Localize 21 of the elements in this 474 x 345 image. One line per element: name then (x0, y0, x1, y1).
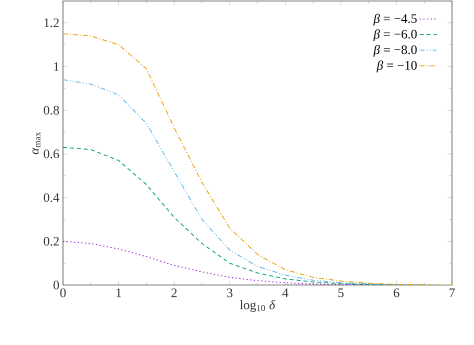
x-tick-label: 6 (394, 288, 400, 298)
x-tick-label: 5 (338, 288, 344, 298)
legend-label: β = −8.0 (373, 44, 417, 57)
y-tick-label: 1.2 (44, 18, 59, 28)
x-tick-label: 4 (282, 288, 288, 298)
y-axis-title: α$_{max}$ (32, 132, 40, 154)
y-tick-label: 0.8 (44, 106, 59, 115)
x-tick-label: 2 (171, 288, 177, 298)
y-tick-label: 0 (54, 280, 59, 290)
x-tick-label: 3 (227, 288, 232, 298)
x-tick-label: 7 (450, 288, 455, 297)
y-tick-label: 0.2 (44, 236, 59, 246)
legend-label: β = −10 (376, 60, 417, 72)
legend-label: β = −4.5 (373, 14, 417, 26)
y-tick-label: 0.6 (44, 150, 60, 158)
y-tick-label: 1 (54, 62, 59, 71)
legend-label: β = −6.0 (373, 29, 417, 42)
x-tick-label: 0 (60, 288, 66, 298)
y-tick-label: 0.4 (44, 193, 60, 202)
x-axis-title: log$_{10}$ δ (240, 300, 276, 312)
x-tick-label: 1 (116, 288, 122, 298)
